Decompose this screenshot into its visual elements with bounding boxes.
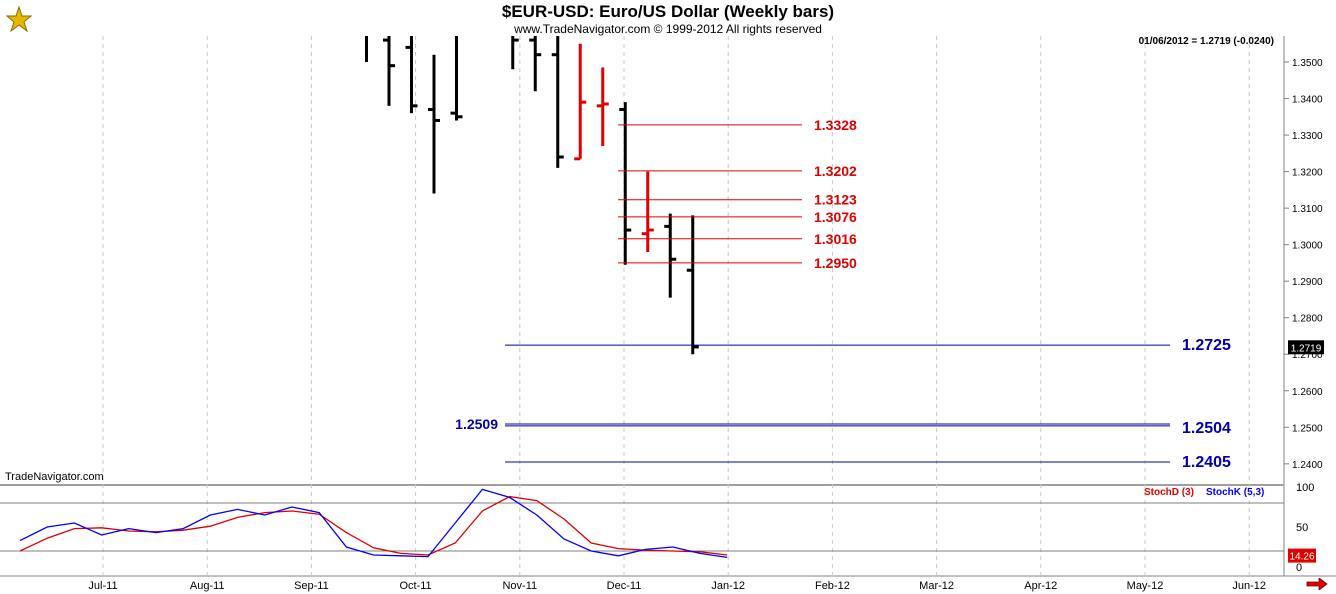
trade-navigator-logo-icon[interactable] bbox=[4, 4, 34, 34]
x-tick-label: Aug-11 bbox=[190, 580, 225, 592]
chart-title: $EUR-USD: Euro/US Dollar (Weekly bars) bbox=[501, 2, 835, 21]
level-label: 1.3328 bbox=[814, 117, 857, 133]
scroll-right-arrow-icon[interactable] bbox=[1306, 578, 1328, 590]
x-tick-label: Jun-12 bbox=[1232, 580, 1266, 592]
stoch-y-tick-label: 100 bbox=[1296, 482, 1314, 494]
y-tick-label: 1.2500 bbox=[1292, 423, 1323, 434]
x-tick-label: Oct-11 bbox=[399, 580, 431, 592]
stoch-y-tick-label: 50 bbox=[1296, 522, 1308, 534]
last-price-box bbox=[1288, 340, 1324, 355]
x-tick-label: Nov-11 bbox=[502, 580, 537, 592]
level-label: 1.3202 bbox=[814, 163, 857, 179]
level-label: 1.2725 bbox=[1182, 337, 1231, 354]
legend-stochd: StochD (3) bbox=[1144, 487, 1194, 498]
watermark: TradeNavigator.com bbox=[5, 471, 104, 483]
x-tick-label: Jan-12 bbox=[711, 580, 745, 592]
y-tick-label: 1.2900 bbox=[1292, 277, 1323, 288]
stoch-last-value-label: 14.26 bbox=[1289, 552, 1314, 563]
y-tick-label: 1.3400 bbox=[1292, 95, 1323, 106]
x-tick-label: Feb-12 bbox=[815, 580, 850, 592]
level-label: 1.2950 bbox=[814, 255, 857, 271]
level-label: 1.3076 bbox=[814, 209, 857, 225]
legend-stochk: StochK (5,3) bbox=[1206, 487, 1264, 498]
level-label: 1.3016 bbox=[814, 231, 857, 247]
stoch-series-line bbox=[19, 488, 728, 559]
x-tick-label: Jul-11 bbox=[88, 580, 117, 592]
chart-subtitle: www.TradeNavigator.com © 1999-2012 All r… bbox=[514, 22, 822, 36]
level-label: 1.3123 bbox=[814, 192, 857, 208]
x-tick-label: May-12 bbox=[1127, 580, 1164, 592]
y-tick-label: 1.3500 bbox=[1292, 58, 1323, 69]
stoch-y-tick-label: 0 bbox=[1296, 562, 1302, 574]
x-tick-label: Apr-12 bbox=[1024, 580, 1057, 592]
x-tick-label: Dec-11 bbox=[607, 580, 642, 592]
y-tick-label: 1.3200 bbox=[1292, 168, 1323, 179]
y-tick-label: 1.3300 bbox=[1292, 131, 1323, 142]
level-label: 1.2509 bbox=[455, 416, 498, 432]
y-tick-label: 1.3100 bbox=[1292, 204, 1323, 215]
level-label: 1.2405 bbox=[1182, 454, 1231, 471]
level-label: 1.2504 bbox=[1182, 420, 1231, 437]
y-tick-label: 1.3000 bbox=[1292, 241, 1323, 252]
x-tick-label: Mar-12 bbox=[919, 580, 954, 592]
last-value-stamp: 01/06/2012 = 1.2719 (-0.0240) bbox=[1138, 36, 1274, 47]
stoch-series-line bbox=[19, 495, 728, 556]
y-tick-label: 1.2600 bbox=[1292, 387, 1323, 398]
y-tick-label: 1.2400 bbox=[1292, 460, 1323, 471]
y-tick-label: 1.2700 bbox=[1292, 350, 1323, 361]
last-price-label: 1.2719 bbox=[1291, 343, 1322, 354]
x-tick-label: Sep-11 bbox=[294, 580, 329, 592]
stoch-last-value-box bbox=[1288, 548, 1316, 563]
y-tick-label: 1.2800 bbox=[1292, 314, 1323, 325]
